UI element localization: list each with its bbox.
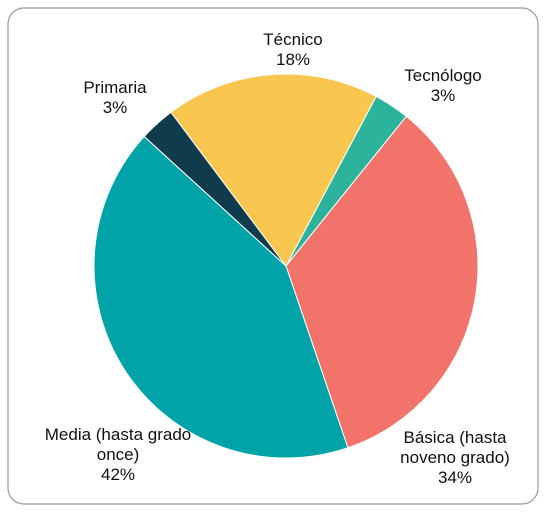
pie-slice <box>170 73 377 267</box>
slice-label: Primaria 3% <box>60 78 170 118</box>
category-label: Tecnólogo <box>404 66 482 85</box>
category-label: Básica (hasta noveno grado) <box>400 428 510 467</box>
slice-label: Básica (hasta noveno grado) 34% <box>380 428 530 488</box>
value-label: 42% <box>100 465 136 484</box>
value-label: 3% <box>430 86 456 105</box>
pie-slice <box>285 115 479 449</box>
category-label: Media (hasta grado once) <box>44 425 192 464</box>
slice-label: Técnico 18% <box>238 30 348 70</box>
category-label: Primaria <box>83 78 147 97</box>
pie-slice <box>93 135 349 459</box>
category-label: Técnico <box>263 30 323 49</box>
slice-label: Media (hasta grado once) 42% <box>43 425 193 485</box>
value-label: 18% <box>275 50 311 69</box>
value-label: 34% <box>437 468 473 487</box>
value-label: 3% <box>102 98 128 117</box>
slice-label: Tecnólogo 3% <box>383 66 503 106</box>
